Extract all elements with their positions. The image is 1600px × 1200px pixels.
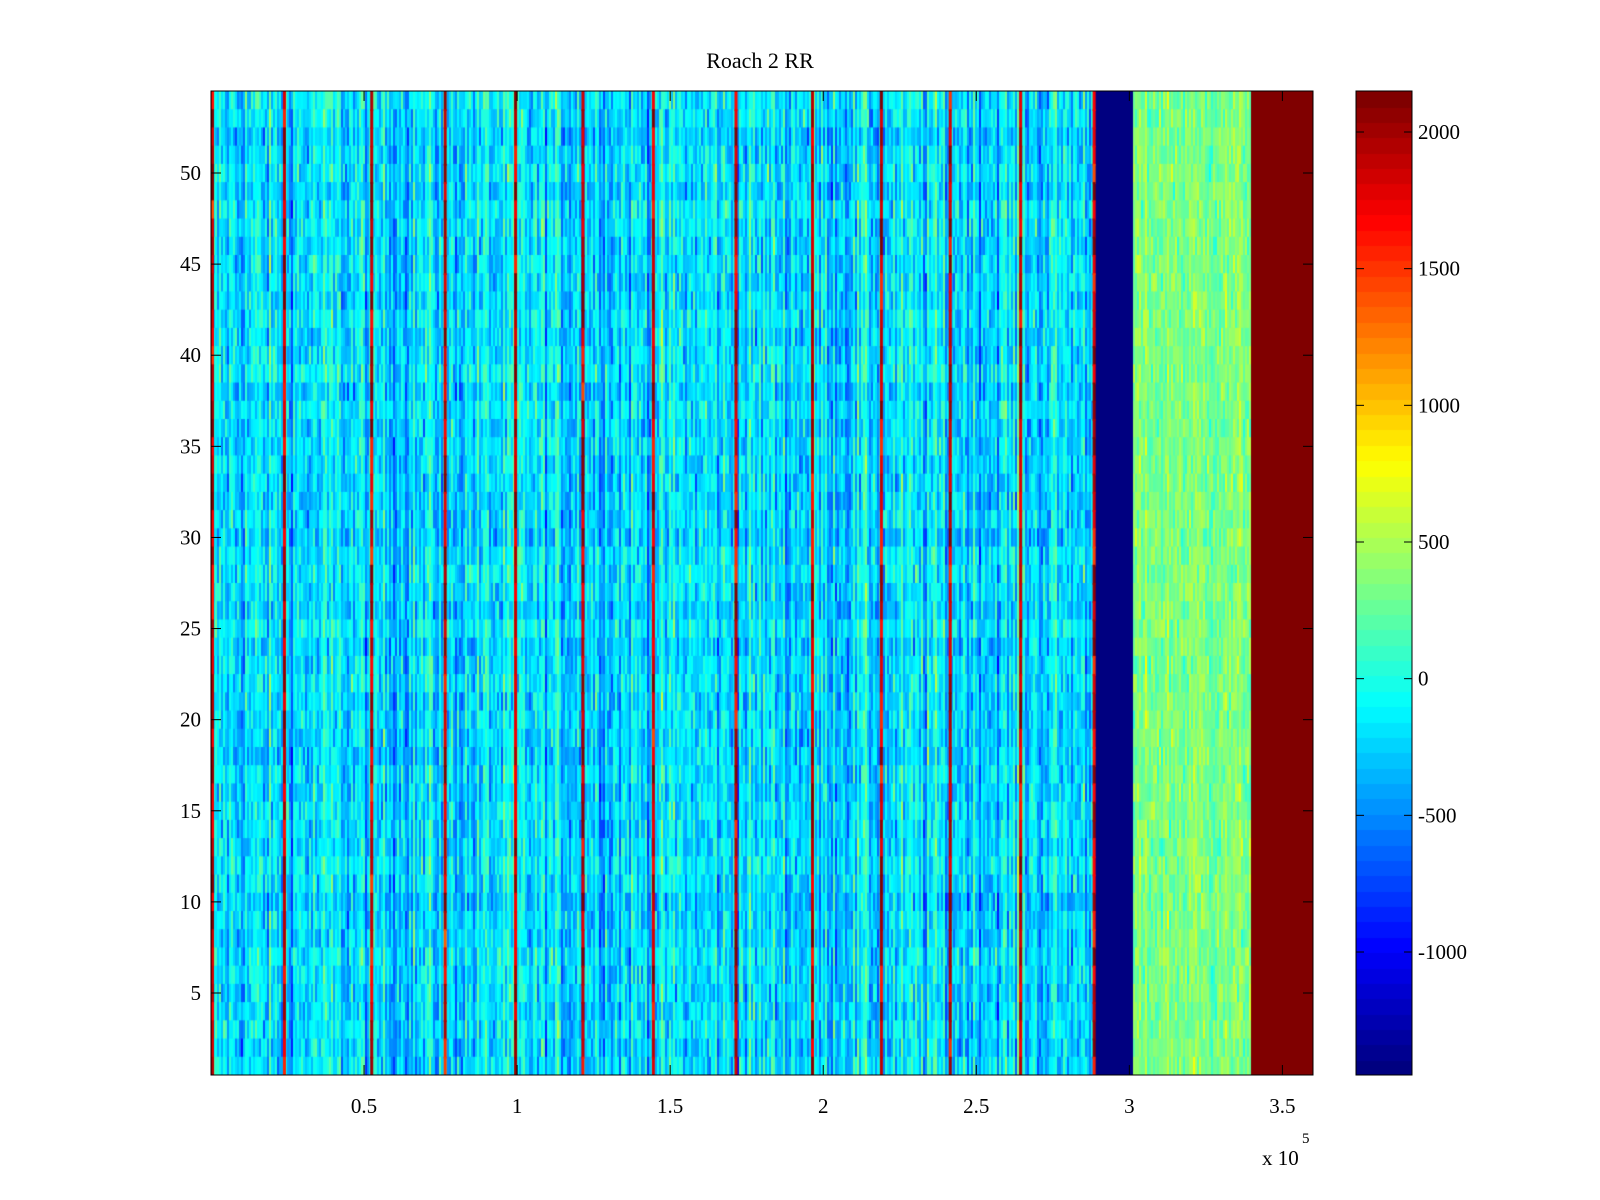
colorbar-tick-label: 2000 xyxy=(1418,120,1460,144)
colorbar-tick-label: 1000 xyxy=(1418,393,1460,417)
y-tick-label: 50 xyxy=(180,161,201,185)
x-tick-label: 2.5 xyxy=(963,1094,989,1118)
colorbar-gradient xyxy=(1356,91,1412,1075)
colorbar-tick-label: 1500 xyxy=(1418,257,1460,281)
x-tick-label: 2 xyxy=(818,1094,829,1118)
plot-frame xyxy=(210,90,1314,1076)
x-tick-label: 3 xyxy=(1124,1094,1135,1118)
x-exponent-label: x 10 xyxy=(1262,1146,1299,1170)
x-tick-label: 1 xyxy=(512,1094,523,1118)
colorbar-ticks: -1000 -500 0 500 1000 1500 2000 xyxy=(1356,120,1467,964)
colorbar-tick-label: -500 xyxy=(1418,803,1457,827)
heatmap-plot-area xyxy=(211,91,1313,1075)
x-axis: 0.5 1 1.5 2 2.5 3 3.5 xyxy=(351,91,1296,1118)
y-tick-label: 40 xyxy=(180,343,201,367)
y-tick-label: 30 xyxy=(180,525,201,549)
y-tick-label: 45 xyxy=(180,252,201,276)
x-exponent-power: 5 xyxy=(1302,1131,1310,1147)
chart-title: Roach 2 RR xyxy=(706,48,814,73)
colorbar-tick-label: 0 xyxy=(1418,667,1429,691)
y-tick-label: 5 xyxy=(191,981,202,1005)
x-tick-label: 0.5 xyxy=(351,1094,377,1118)
y-tick-label: 10 xyxy=(180,890,201,914)
heatmap-image xyxy=(211,91,1313,1075)
y-tick-label: 20 xyxy=(180,708,201,732)
x-tick-label: 3.5 xyxy=(1269,1094,1295,1118)
colorbar-tick-label: -1000 xyxy=(1418,940,1467,964)
y-tick-label: 25 xyxy=(180,617,201,641)
colorbar: -1000 -500 0 500 1000 1500 2000 xyxy=(1355,90,1467,1076)
colorbar-tick-label: 500 xyxy=(1418,530,1450,554)
y-axis: 5 10 15 20 25 30 35 40 45 50 xyxy=(180,161,1313,1005)
y-tick-label: 35 xyxy=(180,434,201,458)
x-tick-label: 1.5 xyxy=(657,1094,683,1118)
colorbar-frame xyxy=(1355,90,1413,1076)
y-tick-label: 15 xyxy=(180,799,201,823)
